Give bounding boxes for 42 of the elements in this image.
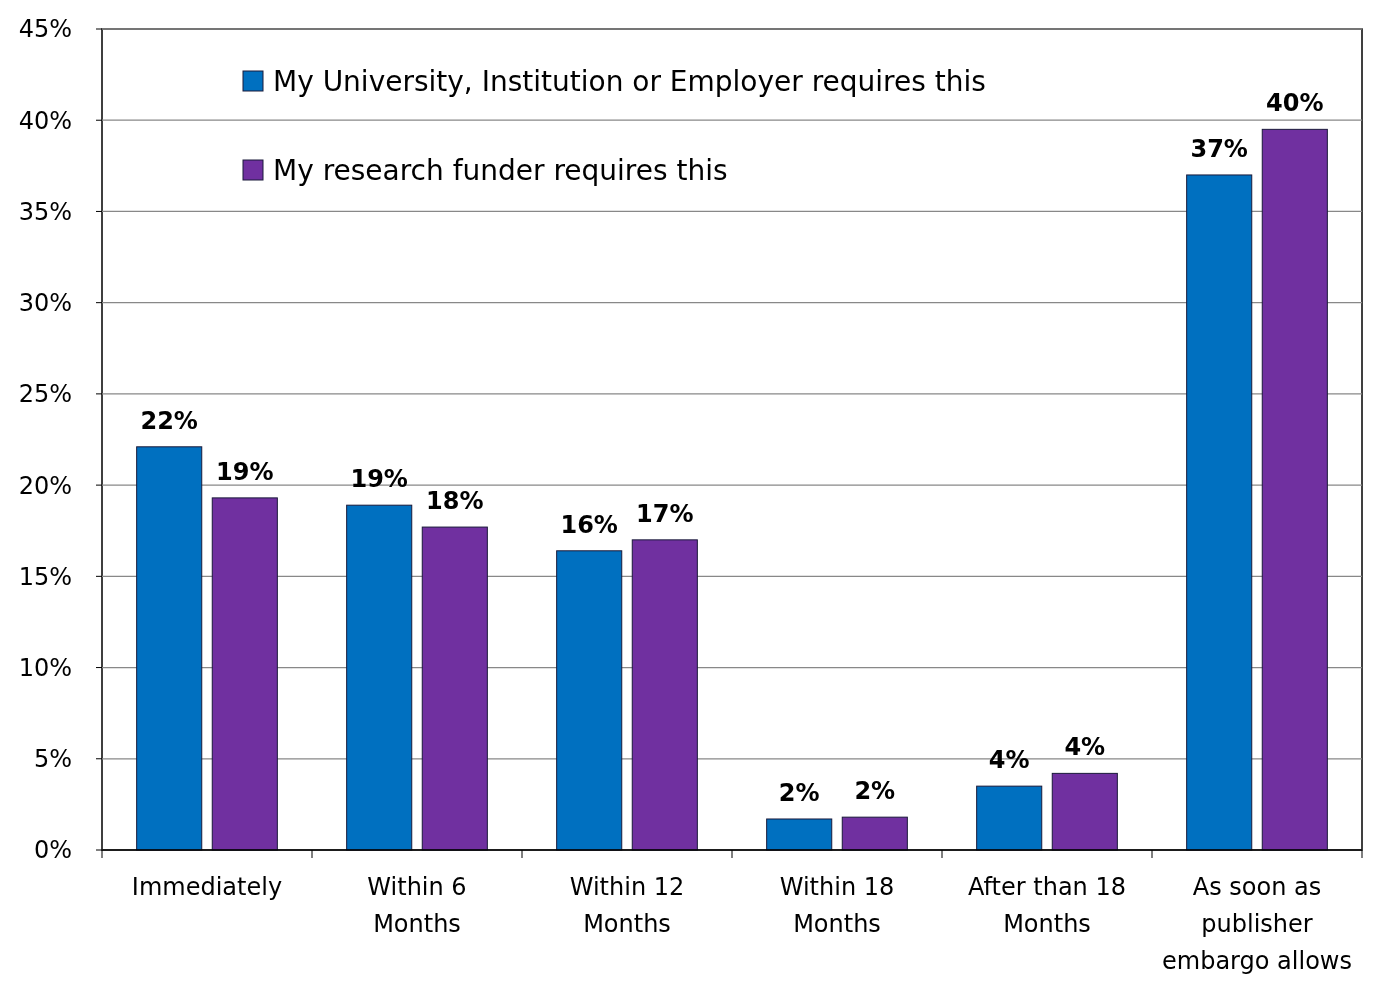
data-label: 16% [560,510,618,539]
x-tick-label: Within 6 Months [367,873,467,938]
x-tick-label: Immediately [131,873,283,901]
y-tick-label: 20% [18,471,72,500]
legend-label: My University, Institution or Employer requires this [273,64,986,98]
y-tick-label: 25% [18,380,72,409]
y-tick-label: 35% [18,197,72,226]
data-label: 18% [426,487,484,516]
bar [556,550,623,851]
data-label: 17% [636,499,694,528]
data-label: 40% [1266,89,1324,118]
bar [1186,174,1253,851]
y-tick-label: 0% [33,836,72,865]
x-tick-label: After than 18 Months [968,873,1126,938]
y-tick-label: 5% [33,745,72,774]
y-tick-label: 15% [18,562,72,591]
data-label: 22% [140,406,198,435]
bar [346,504,413,851]
bar [976,785,1043,851]
bar [631,539,698,851]
bar [421,526,488,851]
data-label: 4% [988,746,1030,775]
data-label: 2% [854,777,896,806]
y-tick-label: 40% [18,106,72,135]
bar [766,818,833,851]
y-tick-label: 30% [18,289,72,318]
data-label: 37% [1190,134,1248,163]
legend-label: My research funder requires this [273,153,728,187]
bar [211,497,278,851]
y-tick-label: 45% [18,15,72,44]
data-label: 2% [778,778,820,807]
bar [841,816,908,851]
x-tick-label: As soon as publisher embargo allows [1162,873,1352,975]
x-tick-label: Within 12 Months [569,873,685,938]
bar [1051,772,1118,851]
data-label: 19% [216,457,274,486]
bar [1261,128,1328,851]
x-tick-label: Within 18 Months [779,873,895,938]
data-label: 19% [350,465,408,494]
y-tick-label: 10% [18,653,72,682]
bar [136,446,203,851]
data-label: 4% [1064,733,1106,762]
